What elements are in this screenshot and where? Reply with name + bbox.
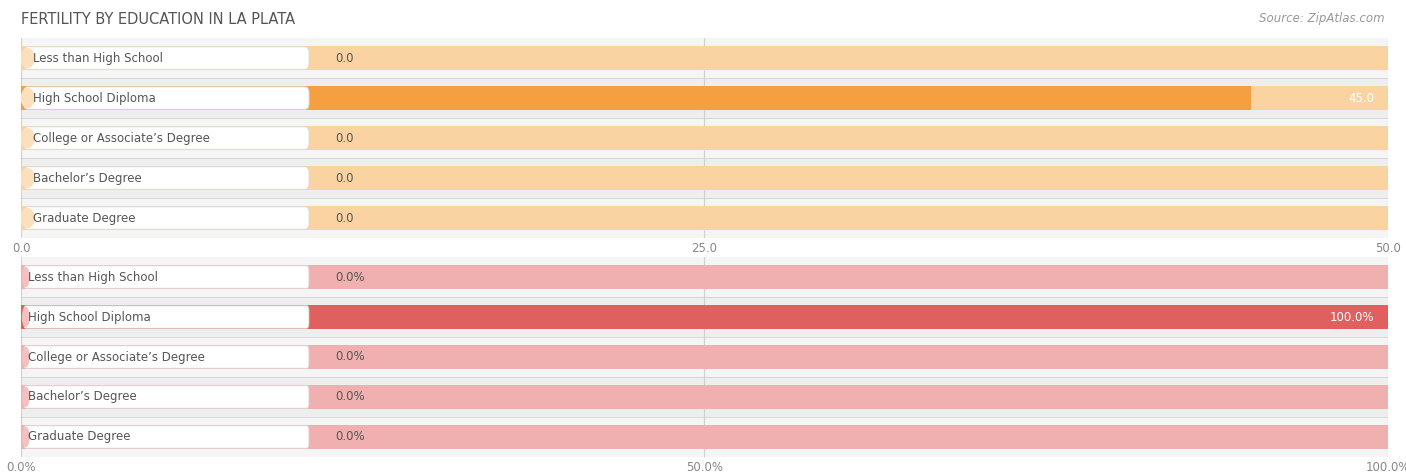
Bar [21, 206, 1388, 230]
FancyBboxPatch shape [24, 127, 309, 149]
Bar [21, 297, 1388, 337]
Bar [21, 38, 1388, 78]
Text: 0.0%: 0.0% [336, 430, 366, 444]
Text: 0.0: 0.0 [336, 171, 354, 185]
Text: 0.0: 0.0 [336, 211, 354, 225]
Circle shape [21, 169, 34, 188]
Text: 100.0%: 100.0% [1330, 310, 1374, 324]
Bar [21, 86, 1388, 110]
Text: 0.0%: 0.0% [336, 350, 366, 364]
FancyBboxPatch shape [24, 167, 309, 189]
FancyBboxPatch shape [24, 346, 309, 368]
Text: Source: ZipAtlas.com: Source: ZipAtlas.com [1260, 12, 1385, 25]
FancyBboxPatch shape [24, 266, 309, 288]
FancyBboxPatch shape [24, 426, 309, 448]
Circle shape [22, 387, 30, 407]
Bar [21, 46, 1388, 70]
Circle shape [21, 49, 34, 68]
Bar [21, 265, 1388, 289]
Bar [21, 166, 1388, 190]
Bar [21, 305, 1388, 329]
FancyBboxPatch shape [24, 386, 309, 408]
Text: High School Diploma: High School Diploma [28, 310, 150, 324]
Text: College or Associate’s Degree: College or Associate’s Degree [32, 131, 209, 145]
Bar [21, 78, 1388, 118]
Bar [21, 377, 1388, 417]
Text: Less than High School: Less than High School [28, 270, 159, 284]
Bar [21, 257, 1388, 297]
Text: 0.0: 0.0 [336, 51, 354, 65]
Text: Less than High School: Less than High School [32, 51, 163, 65]
Bar [21, 425, 1388, 449]
Bar [21, 417, 1388, 457]
Circle shape [21, 129, 34, 148]
Text: Graduate Degree: Graduate Degree [32, 211, 135, 225]
Text: Graduate Degree: Graduate Degree [28, 430, 131, 444]
FancyBboxPatch shape [24, 306, 309, 328]
Circle shape [22, 427, 30, 446]
Bar [21, 86, 1251, 110]
Circle shape [22, 307, 30, 327]
Text: Bachelor’s Degree: Bachelor’s Degree [28, 390, 136, 404]
Text: High School Diploma: High School Diploma [32, 91, 156, 105]
Bar [21, 345, 1388, 369]
Circle shape [22, 268, 30, 287]
Bar [21, 337, 1388, 377]
Bar [21, 385, 1388, 409]
FancyBboxPatch shape [24, 87, 309, 109]
Circle shape [21, 89, 34, 108]
Text: 45.0: 45.0 [1348, 91, 1374, 105]
Text: 0.0%: 0.0% [336, 390, 366, 404]
Circle shape [21, 208, 34, 228]
Text: FERTILITY BY EDUCATION IN LA PLATA: FERTILITY BY EDUCATION IN LA PLATA [21, 12, 295, 27]
Text: 0.0%: 0.0% [336, 270, 366, 284]
FancyBboxPatch shape [24, 47, 309, 69]
Bar [21, 305, 1388, 329]
Bar [21, 118, 1388, 158]
Bar [21, 126, 1388, 150]
Text: 0.0: 0.0 [336, 131, 354, 145]
Bar [21, 198, 1388, 238]
Text: College or Associate’s Degree: College or Associate’s Degree [28, 350, 205, 364]
Bar [21, 158, 1388, 198]
FancyBboxPatch shape [24, 207, 309, 229]
Circle shape [22, 347, 30, 367]
Text: Bachelor’s Degree: Bachelor’s Degree [32, 171, 142, 185]
